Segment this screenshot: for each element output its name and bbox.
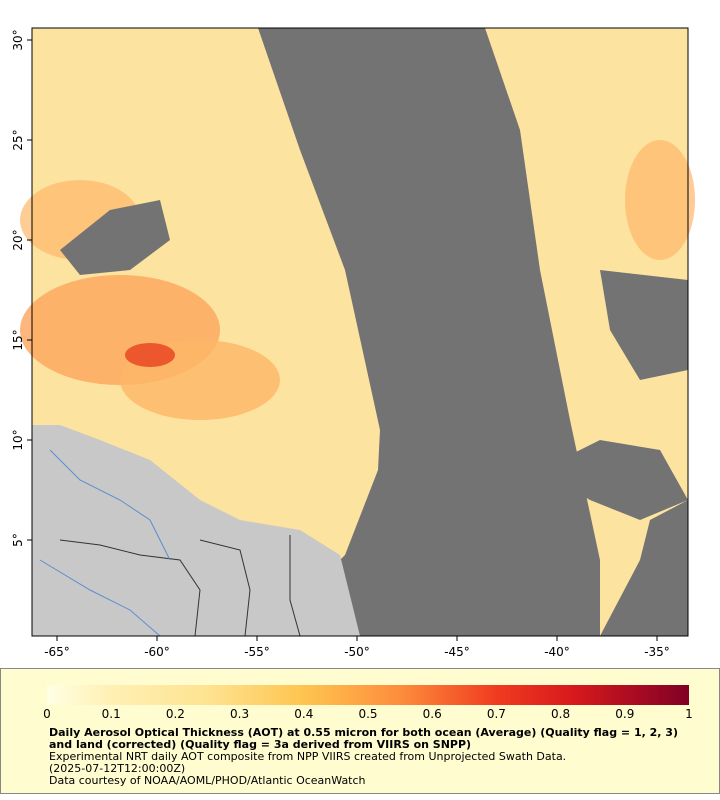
y-tick-label: 20°	[11, 229, 25, 250]
no-data-patch	[540, 440, 688, 520]
map: -65° -60° -55° -50° -45° -40° -35° 30° 25° 20° 15°…	[11, 27, 695, 659]
colorbar-tick-label: 0.3	[230, 707, 250, 721]
border	[59, 539, 201, 637]
x-tick-label: -50°	[344, 645, 370, 659]
colorbar-tick-label: 0.9	[615, 707, 635, 721]
colorbar-tick-label: 1	[685, 707, 693, 721]
y-tick-label: 30°	[11, 29, 25, 50]
map-frame	[31, 27, 689, 637]
caption-line: Data courtesy of NOAA/AOML/PHOD/Atlantic…	[49, 774, 366, 787]
x-tick-label: -60°	[144, 645, 170, 659]
land	[32, 425, 360, 636]
colorbar-tick-label: 0.1	[101, 707, 121, 721]
y-tick-label: 10°	[11, 429, 25, 450]
y-tick-label: 25°	[11, 129, 25, 150]
border	[199, 539, 251, 637]
border	[289, 535, 301, 637]
colorbar-tick-label: 0.6	[422, 707, 442, 721]
aerosol-plume	[625, 140, 695, 260]
aerosol-plume	[125, 343, 175, 367]
river	[49, 449, 171, 561]
x-tick-label: -45°	[444, 645, 470, 659]
x-tick-label: -40°	[544, 645, 570, 659]
y-tick-label: 15°	[11, 329, 25, 350]
colorbar-tick-label: 0	[43, 707, 51, 721]
no-data-patch	[600, 270, 688, 380]
caption-line: Experimental NRT daily AOT composite fro…	[49, 750, 567, 763]
caption: Daily Aerosol Optical Thickness (AOT) at…	[49, 727, 679, 787]
no-data-patch	[60, 200, 170, 275]
x-tick-label: -55°	[244, 645, 270, 659]
x-tick-label: -35°	[644, 645, 670, 659]
x-tick-label: -65°	[44, 645, 70, 659]
caption-title: Daily Aerosol Optical Thickness (AOT) at…	[49, 726, 678, 751]
river	[39, 559, 161, 637]
colorbar	[47, 685, 689, 705]
caption-line: (2025-07-12T12:00:00Z)	[49, 762, 186, 775]
legend: Daily Aerosol Optical Thickness (AOT) at…	[0, 668, 720, 794]
y-tick-label: 5°	[11, 533, 25, 547]
colorbar-tick-label: 0.4	[294, 707, 314, 721]
colorbar-tick-label: 0.8	[551, 707, 571, 721]
colorbar-tick-label: 0.7	[486, 707, 506, 721]
colorbar-tick-label: 0.2	[165, 707, 185, 721]
colorbar-tick-label: 0.5	[358, 707, 378, 721]
